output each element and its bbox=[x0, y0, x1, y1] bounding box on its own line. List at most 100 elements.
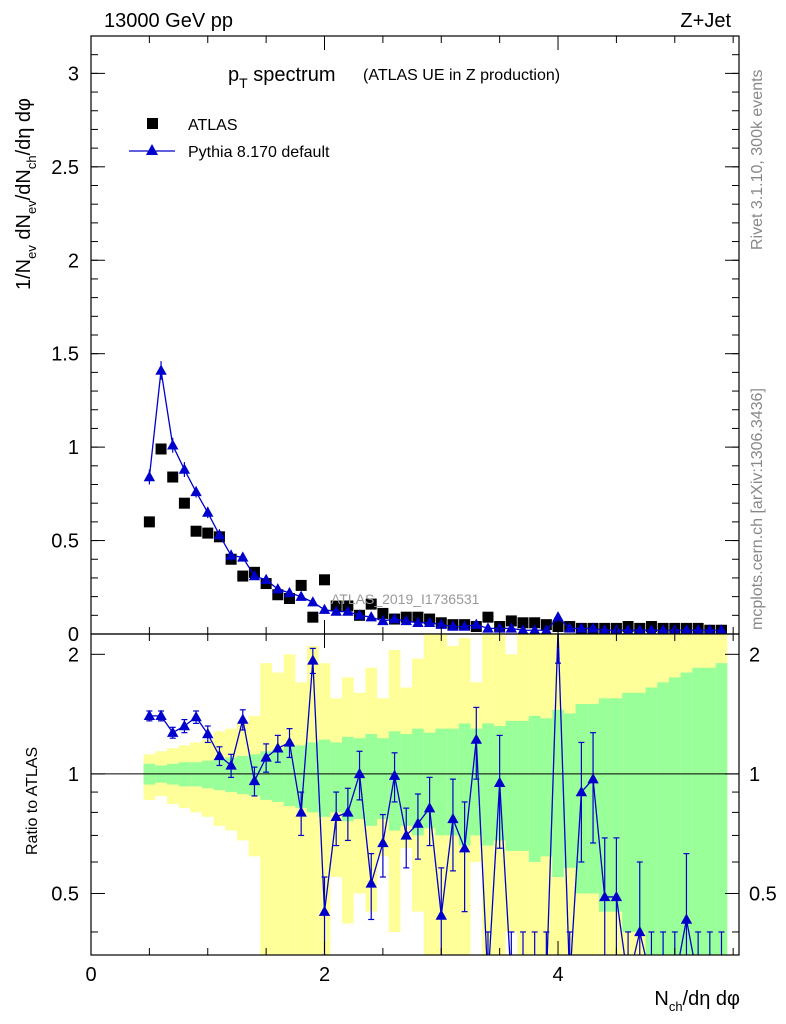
pythia-data-point bbox=[645, 624, 657, 634]
pythia-data-point bbox=[237, 551, 249, 562]
pythia-data-point bbox=[225, 549, 237, 560]
pythia-data-point bbox=[447, 620, 459, 631]
header-energy-label: 13000 GeV pp bbox=[104, 10, 233, 32]
atlas-data-point bbox=[237, 570, 249, 582]
pythia-data-point bbox=[423, 616, 436, 627]
plot-subtitle: (ATLAS UE in Z production) bbox=[363, 67, 560, 84]
ratio-series bbox=[143, 634, 725, 955]
ratio-band-inner-bin bbox=[458, 723, 471, 846]
legend-atlas-marker bbox=[147, 118, 158, 129]
plot-title: pT spectrum bbox=[228, 64, 336, 91]
ratio-band-inner-bin bbox=[470, 728, 483, 836]
ratio-y-axis: 0.5 0.5 1 1 2 2 bbox=[51, 644, 777, 933]
ratio-data-point bbox=[237, 713, 249, 724]
ratio-y-tick-label: 1 bbox=[68, 764, 79, 786]
ratio-data-point bbox=[202, 728, 214, 739]
ratio-band-inner-bin bbox=[610, 698, 623, 912]
plot-title-spectrum: spectrum bbox=[248, 64, 336, 86]
pythia-data-point bbox=[552, 611, 564, 622]
main-y-axis-label: 1/Nev dNev/dNch/dη dφ bbox=[13, 98, 39, 290]
main-y-tick-label: 0.5 bbox=[51, 531, 79, 553]
ratio-band-inner-bin bbox=[365, 734, 378, 826]
pythia-data-point bbox=[388, 613, 401, 624]
ratio-data-point bbox=[587, 773, 599, 784]
atlas-data-point bbox=[377, 607, 389, 619]
ratio-data-point bbox=[178, 719, 191, 731]
ratio-data-point bbox=[575, 786, 588, 797]
x-tick-label: 0 bbox=[85, 964, 96, 986]
ratio-band-outer-bin bbox=[260, 663, 272, 955]
header-process-label: Z+Jet bbox=[680, 10, 731, 32]
ratio-data-point bbox=[167, 726, 179, 737]
ratio-band-inner-bin bbox=[622, 692, 634, 932]
atlas-data-point bbox=[482, 611, 494, 623]
atlas-data-point bbox=[365, 598, 377, 610]
pythia-data-point bbox=[458, 620, 471, 631]
ratio-data-point bbox=[412, 817, 424, 828]
ratio-band-inner-bin bbox=[295, 745, 307, 809]
ratio-data-point bbox=[493, 776, 506, 787]
ratio-data-point bbox=[318, 905, 331, 916]
ratio-band-inner-bin bbox=[482, 723, 494, 846]
pythia-data-point bbox=[365, 611, 377, 622]
ratio-data-point bbox=[365, 877, 377, 888]
pythia-data-point bbox=[155, 364, 167, 375]
main-y-tick-label: 0 bbox=[68, 624, 79, 646]
pythia-data-point bbox=[529, 624, 541, 634]
ratio-data-point bbox=[423, 802, 436, 813]
ratio-y-axis-label: Ratio to ATLAS bbox=[24, 747, 41, 855]
ratio-band-inner-bin bbox=[201, 760, 214, 789]
pythia-data-point bbox=[353, 609, 366, 620]
atlas-data-point bbox=[167, 471, 179, 483]
ratio-band-inner-bin bbox=[342, 736, 354, 822]
mcplots-label: mcplots.cern.ch [arXiv:1306.3436] bbox=[749, 388, 766, 630]
ratio-data-point bbox=[213, 749, 226, 761]
main-y-tick-label: 2 bbox=[68, 250, 79, 272]
pythia-data-point bbox=[190, 485, 202, 497]
analysis-id-watermark: ATLAS_2019_I1736531 bbox=[331, 591, 480, 607]
ratio-band-inner-bin bbox=[517, 720, 529, 851]
main-y-tick-label: 1.5 bbox=[51, 344, 79, 366]
pythia-data-point bbox=[517, 624, 529, 634]
pythia-data-point bbox=[470, 618, 482, 629]
pythia-data-point bbox=[716, 624, 727, 634]
atlas-data-point bbox=[283, 592, 295, 604]
ratio-band-inner-bin bbox=[563, 713, 576, 868]
ratio-data-point bbox=[190, 711, 202, 722]
atlas-data-point bbox=[529, 617, 541, 629]
ratio-data-point bbox=[307, 654, 319, 665]
pythia-data-point bbox=[143, 471, 156, 482]
ratio-band-inner-bin bbox=[400, 734, 413, 826]
pythia-data-point bbox=[178, 463, 191, 474]
ratio-data-point bbox=[283, 736, 296, 747]
pythia-data-point bbox=[435, 618, 447, 629]
pythia-data-point bbox=[634, 624, 646, 634]
ratio-y-tick-label: 2 bbox=[68, 644, 79, 666]
ratio-data-point bbox=[260, 751, 272, 762]
ratio-band-inner-bin bbox=[668, 677, 681, 955]
pythia-data-point bbox=[704, 624, 716, 634]
x-axis-label: Nch/dη dφ bbox=[654, 988, 740, 1014]
pythia-data-point bbox=[318, 603, 331, 614]
ratio-y-tick-label-right: 1 bbox=[749, 764, 760, 786]
pythia-data-point bbox=[681, 624, 692, 634]
ratio-data-point bbox=[143, 709, 156, 721]
ratio-data-point bbox=[155, 709, 167, 721]
ratio-data-point bbox=[353, 767, 366, 779]
pythia-data-point bbox=[283, 586, 296, 598]
pythia-data-point bbox=[622, 624, 634, 634]
ratio-band-inner-bin bbox=[307, 742, 319, 813]
ratio-band-inner-bin bbox=[528, 715, 541, 863]
atlas-data-point bbox=[155, 443, 167, 455]
legend-pythia-label: Pythia 8.170 default bbox=[188, 144, 330, 161]
ratio-band-inner-bin bbox=[271, 749, 284, 802]
plot-title-t-subscript: T bbox=[239, 75, 248, 91]
atlas-data-point bbox=[202, 527, 214, 539]
atlas-data-point bbox=[307, 611, 319, 623]
ratio-data-point bbox=[272, 742, 284, 753]
ratio-band-outer-bin bbox=[271, 672, 284, 955]
ratio-data-point bbox=[225, 759, 237, 770]
ratio-y-tick-label: 0.5 bbox=[51, 883, 79, 905]
atlas-data-point bbox=[272, 589, 284, 601]
